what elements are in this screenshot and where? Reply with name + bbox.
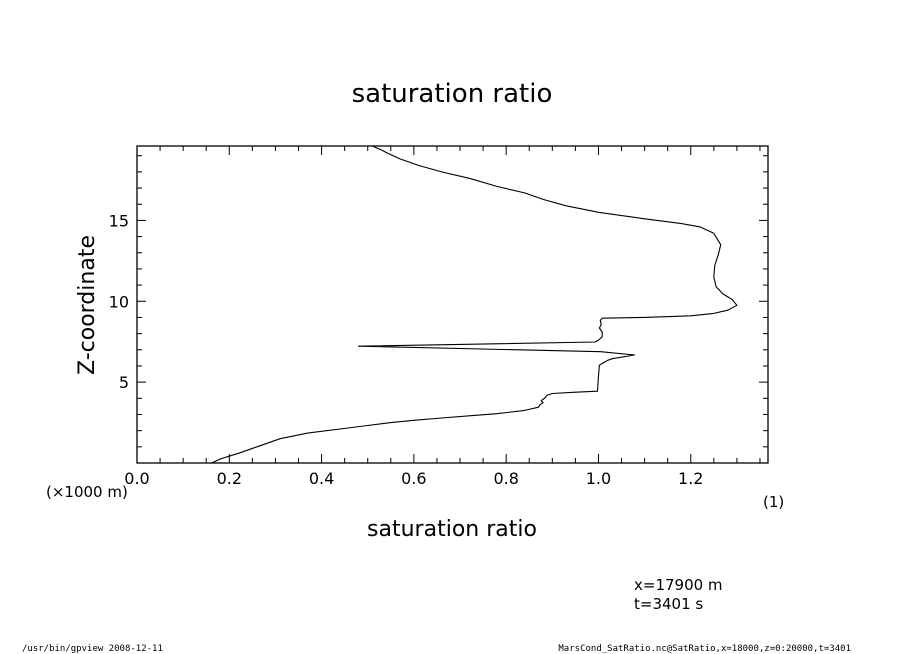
x-tick-label: 0.0	[124, 469, 149, 488]
x-tick-label: 1.2	[678, 469, 703, 488]
x-tick-label: 0.4	[309, 469, 334, 488]
y-axis-label: Z-coordinate	[75, 235, 100, 375]
footer-right: MarsCond_SatRatio.nc@SatRatio,x=18000,z=…	[558, 644, 851, 654]
footer-left: /usr/bin/gpview 2008-12-11	[22, 644, 163, 654]
y-axis-unit-label: (×1000 m)	[46, 483, 128, 501]
y-tick-label: 10	[109, 292, 129, 311]
x-tick-labels: 0.0 0.2 0.4 0.6 0.8 1.0 1.2	[124, 469, 703, 488]
y-tick-label: 5	[119, 373, 129, 392]
chart-title: saturation ratio	[352, 79, 553, 109]
x-tick-label: 0.6	[401, 469, 426, 488]
plot-frame	[136, 145, 769, 464]
x-tick-label: 0.2	[217, 469, 242, 488]
x-tick-label: 1.0	[586, 469, 611, 488]
position-annotation: x=17900 m	[634, 576, 723, 594]
x-axis-unit-label: (1)	[763, 493, 784, 511]
axis-ticks	[136, 146, 768, 463]
x-axis-label: saturation ratio	[367, 517, 537, 542]
y-tick-label: 15	[109, 211, 129, 230]
x-tick-label: 0.8	[493, 469, 518, 488]
time-annotation: t=3401 s	[634, 595, 703, 613]
y-tick-labels: 5 10 15	[109, 211, 129, 392]
saturation-ratio-line	[211, 145, 738, 464]
